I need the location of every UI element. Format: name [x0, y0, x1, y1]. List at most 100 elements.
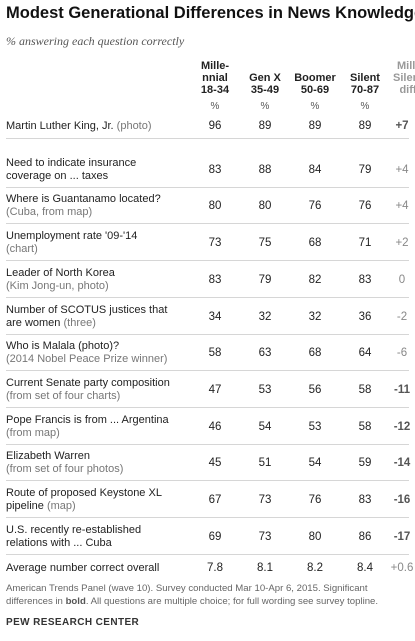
question-label: Unemployment rate '09-'14 (chart) — [6, 230, 174, 256]
value-cell: 89 — [258, 120, 272, 132]
table-row: Elizabeth Warren (from set of four photos… — [0, 450, 415, 488]
question-line: Route of proposed Keystone XL — [6, 487, 162, 499]
row-divider — [6, 186, 409, 188]
value-cell: 53 — [258, 383, 272, 396]
diff-cell: -14 — [393, 457, 411, 470]
row-divider — [6, 223, 409, 225]
question-label: Number of SCOTUS justices that are women … — [6, 304, 174, 330]
footnote-bold-word: bold — [65, 595, 86, 607]
diff-cell: +2 — [395, 237, 409, 250]
table-row: Martin Luther King, Jr. (photo) 96 89 89 89 +… — [0, 120, 415, 158]
question-label: Average number correct overall — [6, 562, 174, 575]
value-cell: 76 — [358, 200, 372, 213]
value-cell: 64 — [358, 347, 372, 360]
footnote: American Trends Panel (wave 10). Survey … — [6, 583, 409, 608]
column-header: Mille-nnial 18-34 — [186, 60, 244, 96]
value-cell: 56 — [308, 383, 322, 396]
value-cell: 58 — [358, 383, 372, 396]
table-row: U.S. recently re-established relations wi… — [0, 524, 415, 562]
value-cell: 63 — [258, 347, 272, 360]
value-cell: 73 — [258, 494, 272, 506]
diff-cell: -2 — [396, 310, 408, 323]
column-header-line: Silent — [393, 72, 415, 84]
value-cell: 51 — [258, 457, 272, 470]
question-line: Average number correct overall — [6, 562, 160, 574]
diff-cell: -12 — [393, 420, 411, 433]
question-label: Martin Luther King, Jr. (photo) — [6, 120, 174, 133]
column-header-line: 70-87 — [350, 84, 380, 96]
value-cell: 8.2 — [307, 562, 323, 574]
question-label: Pope Francis is from ... Argentina (from … — [6, 414, 174, 440]
column-header-line: 18-34 — [200, 84, 230, 96]
question-label: Where is Guantanamo located? (Cuba, from … — [6, 193, 174, 219]
percent-unit-label: % — [260, 101, 270, 112]
value-cell: 8.4 — [357, 562, 373, 574]
column-header: Gen X 35-49 — [236, 72, 294, 96]
value-cell: 75 — [258, 237, 272, 250]
row-divider — [6, 260, 409, 262]
value-cell: 7.8 — [207, 562, 223, 574]
question-label: Current Senate party composition (from se… — [6, 377, 174, 403]
row-divider — [6, 296, 409, 298]
question-line: U.S. recently re-established — [6, 523, 142, 536]
diff-cell: +4 — [395, 163, 409, 176]
value-cell: 67 — [208, 494, 222, 506]
question-line: (from map) — [6, 426, 60, 439]
table-row: Number of SCOTUS justices that are women … — [0, 304, 415, 342]
question-line: Where is Guantanamo located? — [6, 193, 161, 206]
column-header: Mill-Silentdiff — [379, 60, 415, 96]
question-label: Who is Malala (photo)? (2014 Nobel Peace … — [6, 340, 174, 366]
value-cell: 58 — [358, 420, 372, 433]
percent-unit-label: % — [210, 101, 220, 112]
question-line: coverage on ... taxes — [6, 169, 109, 182]
row-divider — [6, 406, 409, 408]
value-cell: 45 — [208, 457, 222, 470]
question-line: (from set of four charts) — [6, 389, 121, 402]
question-note: (three) — [60, 316, 96, 329]
question-label: Leader of North Korea (Kim Jong-un, photo… — [6, 267, 174, 293]
value-cell: 84 — [308, 163, 322, 176]
diff-cell: +4 — [395, 200, 409, 213]
table-row: Need to indicate insurance coverage on ..… — [0, 157, 415, 195]
column-header-line: Silent — [350, 72, 380, 84]
row-divider — [6, 138, 409, 139]
value-cell: 8.1 — [257, 562, 273, 574]
value-cell: 68 — [308, 237, 322, 250]
value-cell: 88 — [258, 163, 272, 176]
value-cell: 86 — [358, 530, 372, 543]
diff-cell: -11 — [394, 383, 410, 396]
value-cell: 54 — [258, 420, 272, 433]
value-cell: 71 — [358, 237, 372, 250]
column-header-line: 50-69 — [300, 84, 330, 96]
question-note: (map) — [43, 500, 76, 512]
table-row: Pope Francis is from ... Argentina (from … — [0, 414, 415, 452]
value-cell: 82 — [308, 273, 322, 286]
percent-unit-label: % — [360, 101, 370, 112]
question-line: Who is Malala (photo)? — [6, 340, 120, 353]
source-brand: PEW RESEARCH CENTER — [6, 617, 140, 628]
diff-cell: -16 — [393, 494, 411, 506]
value-cell: 89 — [308, 120, 322, 132]
value-cell: 53 — [308, 420, 322, 433]
percent-unit-label: % — [310, 101, 320, 112]
column-header-line: 35-49 — [250, 84, 280, 96]
chart-title: Modest Generational Differences in News … — [6, 4, 415, 22]
question-line: are women — [6, 316, 61, 329]
value-cell: 79 — [358, 163, 372, 176]
question-label: Need to indicate insurance coverage on ..… — [6, 157, 174, 183]
row-divider — [6, 333, 409, 335]
row-divider — [6, 370, 409, 372]
question-label: U.S. recently re-established relations wi… — [6, 524, 174, 550]
question-line: Martin Luther King, Jr. — [6, 120, 114, 132]
value-cell: 54 — [308, 457, 322, 470]
question-line: (2014 Nobel Peace Prize winner) — [6, 353, 168, 366]
row-divider — [6, 517, 409, 518]
column-header-line: Mill- — [397, 60, 415, 72]
question-line: (Cuba, from map) — [6, 206, 93, 219]
question-label: Elizabeth Warren (from set of four photos… — [6, 450, 174, 476]
question-line: Need to indicate insurance — [6, 156, 137, 169]
table-row: Route of proposed Keystone XL pipeline (m… — [0, 487, 415, 525]
column-header: Boomer 50-69 — [286, 72, 344, 96]
chart-subtitle: % answering each question correctly — [6, 34, 185, 48]
value-cell: 59 — [358, 457, 372, 470]
